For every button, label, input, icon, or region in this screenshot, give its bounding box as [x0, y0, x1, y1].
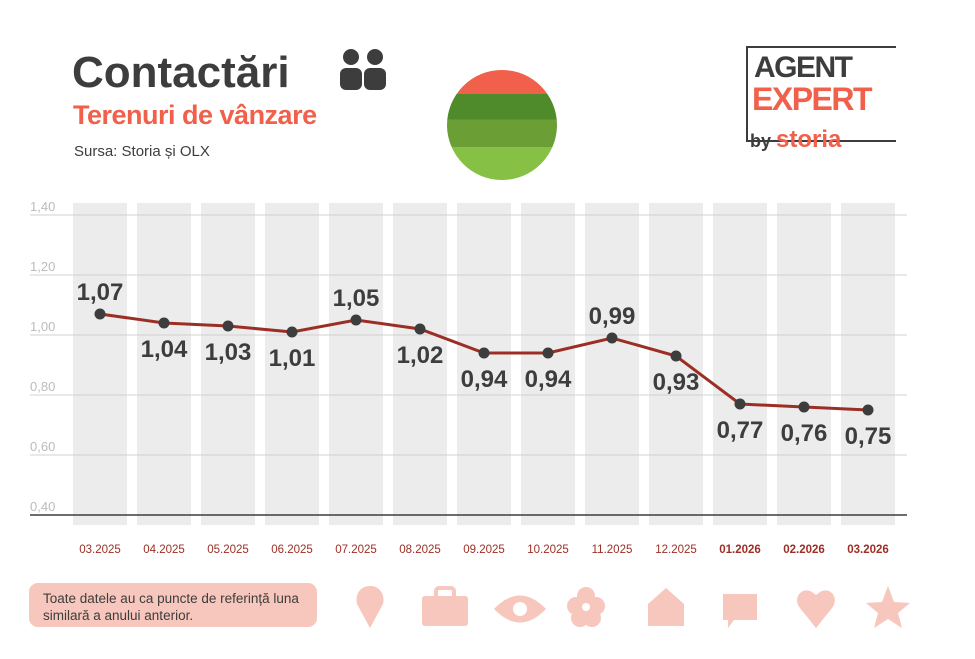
eye-icon	[494, 595, 546, 623]
x-tick-label: 06.2025	[271, 544, 313, 556]
star-icon	[866, 586, 910, 628]
logo-line1: AGENT	[754, 51, 853, 84]
y-tick-label: 0,60	[30, 439, 55, 454]
x-tick-label: 03.2026	[847, 544, 889, 556]
page-title: Contactări	[72, 48, 290, 97]
x-tick-label: 02.2026	[783, 544, 825, 556]
pin-icon	[356, 586, 384, 628]
landscape-photo	[447, 70, 557, 180]
x-tick-label: 09.2025	[463, 544, 505, 556]
data-label: 1,02	[397, 342, 444, 369]
column-band	[521, 203, 575, 525]
data-label: 0,76	[781, 420, 828, 447]
x-tick-label: 04.2025	[143, 544, 185, 556]
y-tick-label: 0,80	[30, 379, 55, 394]
data-label: 1,07	[77, 279, 124, 306]
storia-logo: by storia	[750, 126, 841, 154]
column-band	[585, 203, 639, 525]
x-tick-label: 08.2025	[399, 544, 441, 556]
logo-by: by	[750, 131, 772, 151]
data-point	[606, 332, 618, 344]
column-band	[201, 203, 255, 525]
x-tick-label: 11.2025	[592, 544, 633, 556]
column-band	[265, 203, 319, 525]
column-band	[777, 203, 831, 525]
x-tick-label: 12.2025	[655, 544, 697, 556]
data-point	[862, 404, 874, 416]
data-point	[798, 401, 810, 413]
column-band	[713, 203, 767, 525]
column-band	[649, 203, 703, 525]
data-label: 0,77	[717, 417, 764, 444]
house-icon	[648, 588, 684, 626]
x-tick-label: 03.2025	[79, 544, 121, 556]
data-label: 1,01	[269, 345, 316, 372]
y-tick-label: 1,00	[30, 319, 55, 334]
x-tick-label: 01.2026	[719, 544, 761, 556]
agent-expert-logo: AGENT EXPERT	[746, 46, 896, 142]
data-label: 0,75	[845, 423, 892, 450]
data-point	[94, 308, 106, 320]
data-point	[542, 347, 554, 359]
data-point	[734, 398, 746, 410]
data-point	[158, 317, 170, 329]
data-label: 0,99	[589, 303, 636, 330]
x-tick-label: 07.2025	[335, 544, 377, 556]
x-tick-label: 05.2025	[207, 544, 249, 556]
source-text: Sursa: Storia și OLX	[74, 143, 210, 160]
y-tick-label: 1,20	[30, 259, 55, 274]
data-label: 0,93	[653, 369, 700, 396]
chat-icon	[723, 594, 757, 628]
logo-line2: EXPERT	[752, 81, 873, 117]
y-tick-label: 1,40	[30, 199, 55, 214]
logo-brand: storia	[776, 126, 842, 153]
data-label: 0,94	[525, 366, 572, 393]
data-point	[350, 314, 362, 326]
heart-icon	[797, 590, 835, 628]
column-band	[841, 203, 895, 525]
people-icon	[340, 49, 386, 90]
data-label: 0,94	[461, 366, 508, 393]
subtitle: Terenuri de vânzare	[73, 100, 317, 130]
data-point	[286, 326, 298, 338]
column-band	[137, 203, 191, 525]
data-label: 1,04	[141, 336, 188, 363]
column-band	[329, 203, 383, 525]
decorative-icons	[356, 586, 910, 628]
data-point	[222, 320, 234, 332]
data-point	[478, 347, 490, 359]
column-band	[457, 203, 511, 525]
line-chart: 0,40 0,60 0,80 1,00 1,20 1,40 1,07 03.2025 1,04 0…	[30, 199, 907, 556]
briefcase-icon	[422, 586, 468, 626]
column-band	[393, 203, 447, 525]
data-point	[670, 350, 682, 362]
data-label: 1,05	[333, 285, 380, 312]
footer-note: Toate datele au ca puncte de referință l…	[29, 583, 317, 627]
x-tick-label: 10.2025	[527, 544, 569, 556]
data-label: 1,03	[205, 339, 252, 366]
y-tick-label: 0,40	[30, 499, 55, 514]
flower-icon	[567, 587, 605, 627]
column-band	[73, 203, 127, 525]
data-point	[414, 323, 426, 335]
